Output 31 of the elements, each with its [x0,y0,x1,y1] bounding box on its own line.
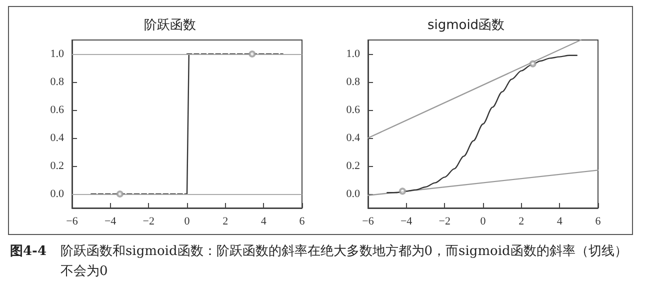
x-tick-label: −6 [362,216,374,228]
x-tick-label: 6 [595,216,602,228]
y-tick-label: 0.8 [346,76,360,88]
line-series [386,54,578,194]
x-tick-label: 2 [518,216,524,228]
y-tick-label: 0.0 [346,188,360,200]
x-tick-label: −2 [142,216,155,228]
x-tick-label: −4 [400,216,413,228]
y-tick-label: 0.4 [346,132,360,144]
chart-title: sigmoid函数 [427,18,505,33]
x-tick-label: 0 [480,216,486,228]
x-tick-label: 2 [222,216,228,228]
y-tick-label: 1.0 [346,48,360,60]
x-tick-label: −6 [66,216,78,228]
y-tick-label: 0.6 [346,104,360,116]
y-tick-label: 1.0 [50,48,64,60]
y-tick-label: 0.0 [50,188,64,200]
text: 阶跃函数和sigmoid函数：阶跃函数的斜率在绝大多数地方都为0，而sigmoid函数的斜率（切线）不会为0 [60,243,628,281]
caption: 图4-4 [10,243,46,261]
x-tick-label: 4 [556,216,563,228]
x-tick-label: −2 [438,216,451,228]
y-tick-label: 0.2 [346,160,360,172]
y-tick-label: 0.2 [50,160,64,172]
x-tick-label: 0 [184,216,190,228]
chart-title: 阶跃函数 [144,18,196,33]
x-tick-label: 4 [260,216,267,228]
y-tick-label: 0.6 [50,104,64,116]
y-tick-label: 0.8 [50,76,64,88]
x-tick-label: 6 [299,216,306,228]
x-tick-label: −4 [104,216,117,228]
y-tick-label: 0.4 [50,132,64,144]
